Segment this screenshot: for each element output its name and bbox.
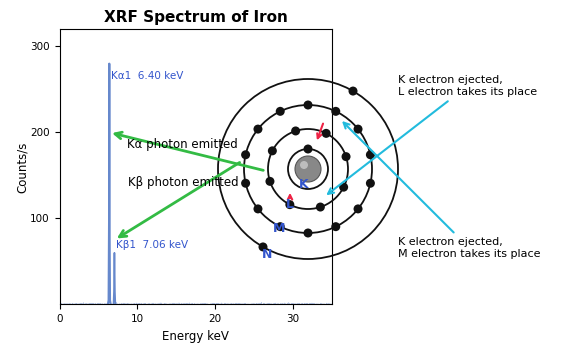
Text: K electron ejected,
L electron takes its place: K electron ejected, L electron takes its… bbox=[328, 75, 537, 194]
Text: Kβ photon emitted: Kβ photon emitted bbox=[128, 176, 239, 189]
Circle shape bbox=[300, 161, 308, 169]
Circle shape bbox=[253, 204, 263, 213]
Circle shape bbox=[276, 107, 285, 116]
Text: N: N bbox=[263, 248, 273, 261]
Circle shape bbox=[291, 127, 300, 136]
Title: XRF Spectrum of Iron: XRF Spectrum of Iron bbox=[104, 10, 287, 25]
Circle shape bbox=[259, 243, 268, 251]
Text: Kβ1  7.06 keV: Kβ1 7.06 keV bbox=[116, 240, 188, 250]
Text: L: L bbox=[286, 198, 294, 212]
Y-axis label: Counts/s: Counts/s bbox=[16, 141, 29, 193]
Circle shape bbox=[331, 107, 340, 116]
Circle shape bbox=[316, 203, 325, 212]
Circle shape bbox=[303, 144, 312, 153]
Circle shape bbox=[268, 146, 277, 155]
Circle shape bbox=[303, 100, 312, 109]
Text: Kα photon emitted: Kα photon emitted bbox=[127, 138, 238, 151]
Text: M: M bbox=[273, 223, 285, 236]
Text: K: K bbox=[299, 179, 309, 192]
Circle shape bbox=[341, 152, 350, 161]
Circle shape bbox=[321, 129, 331, 138]
Circle shape bbox=[241, 179, 250, 188]
Circle shape bbox=[366, 150, 375, 159]
Circle shape bbox=[354, 125, 362, 133]
Circle shape bbox=[241, 150, 250, 159]
Text: K electron ejected,
M electron takes its place: K electron ejected, M electron takes its… bbox=[344, 122, 540, 259]
Circle shape bbox=[285, 200, 294, 209]
Circle shape bbox=[253, 125, 263, 133]
Circle shape bbox=[354, 204, 362, 213]
Text: Kα1  6.40 keV: Kα1 6.40 keV bbox=[111, 71, 184, 80]
Circle shape bbox=[339, 183, 348, 192]
Circle shape bbox=[276, 222, 285, 231]
Circle shape bbox=[366, 179, 375, 188]
Circle shape bbox=[295, 156, 321, 182]
Circle shape bbox=[303, 228, 312, 237]
Circle shape bbox=[331, 222, 340, 231]
Circle shape bbox=[265, 177, 274, 186]
X-axis label: Energy keV: Energy keV bbox=[162, 330, 229, 343]
Circle shape bbox=[349, 87, 358, 96]
